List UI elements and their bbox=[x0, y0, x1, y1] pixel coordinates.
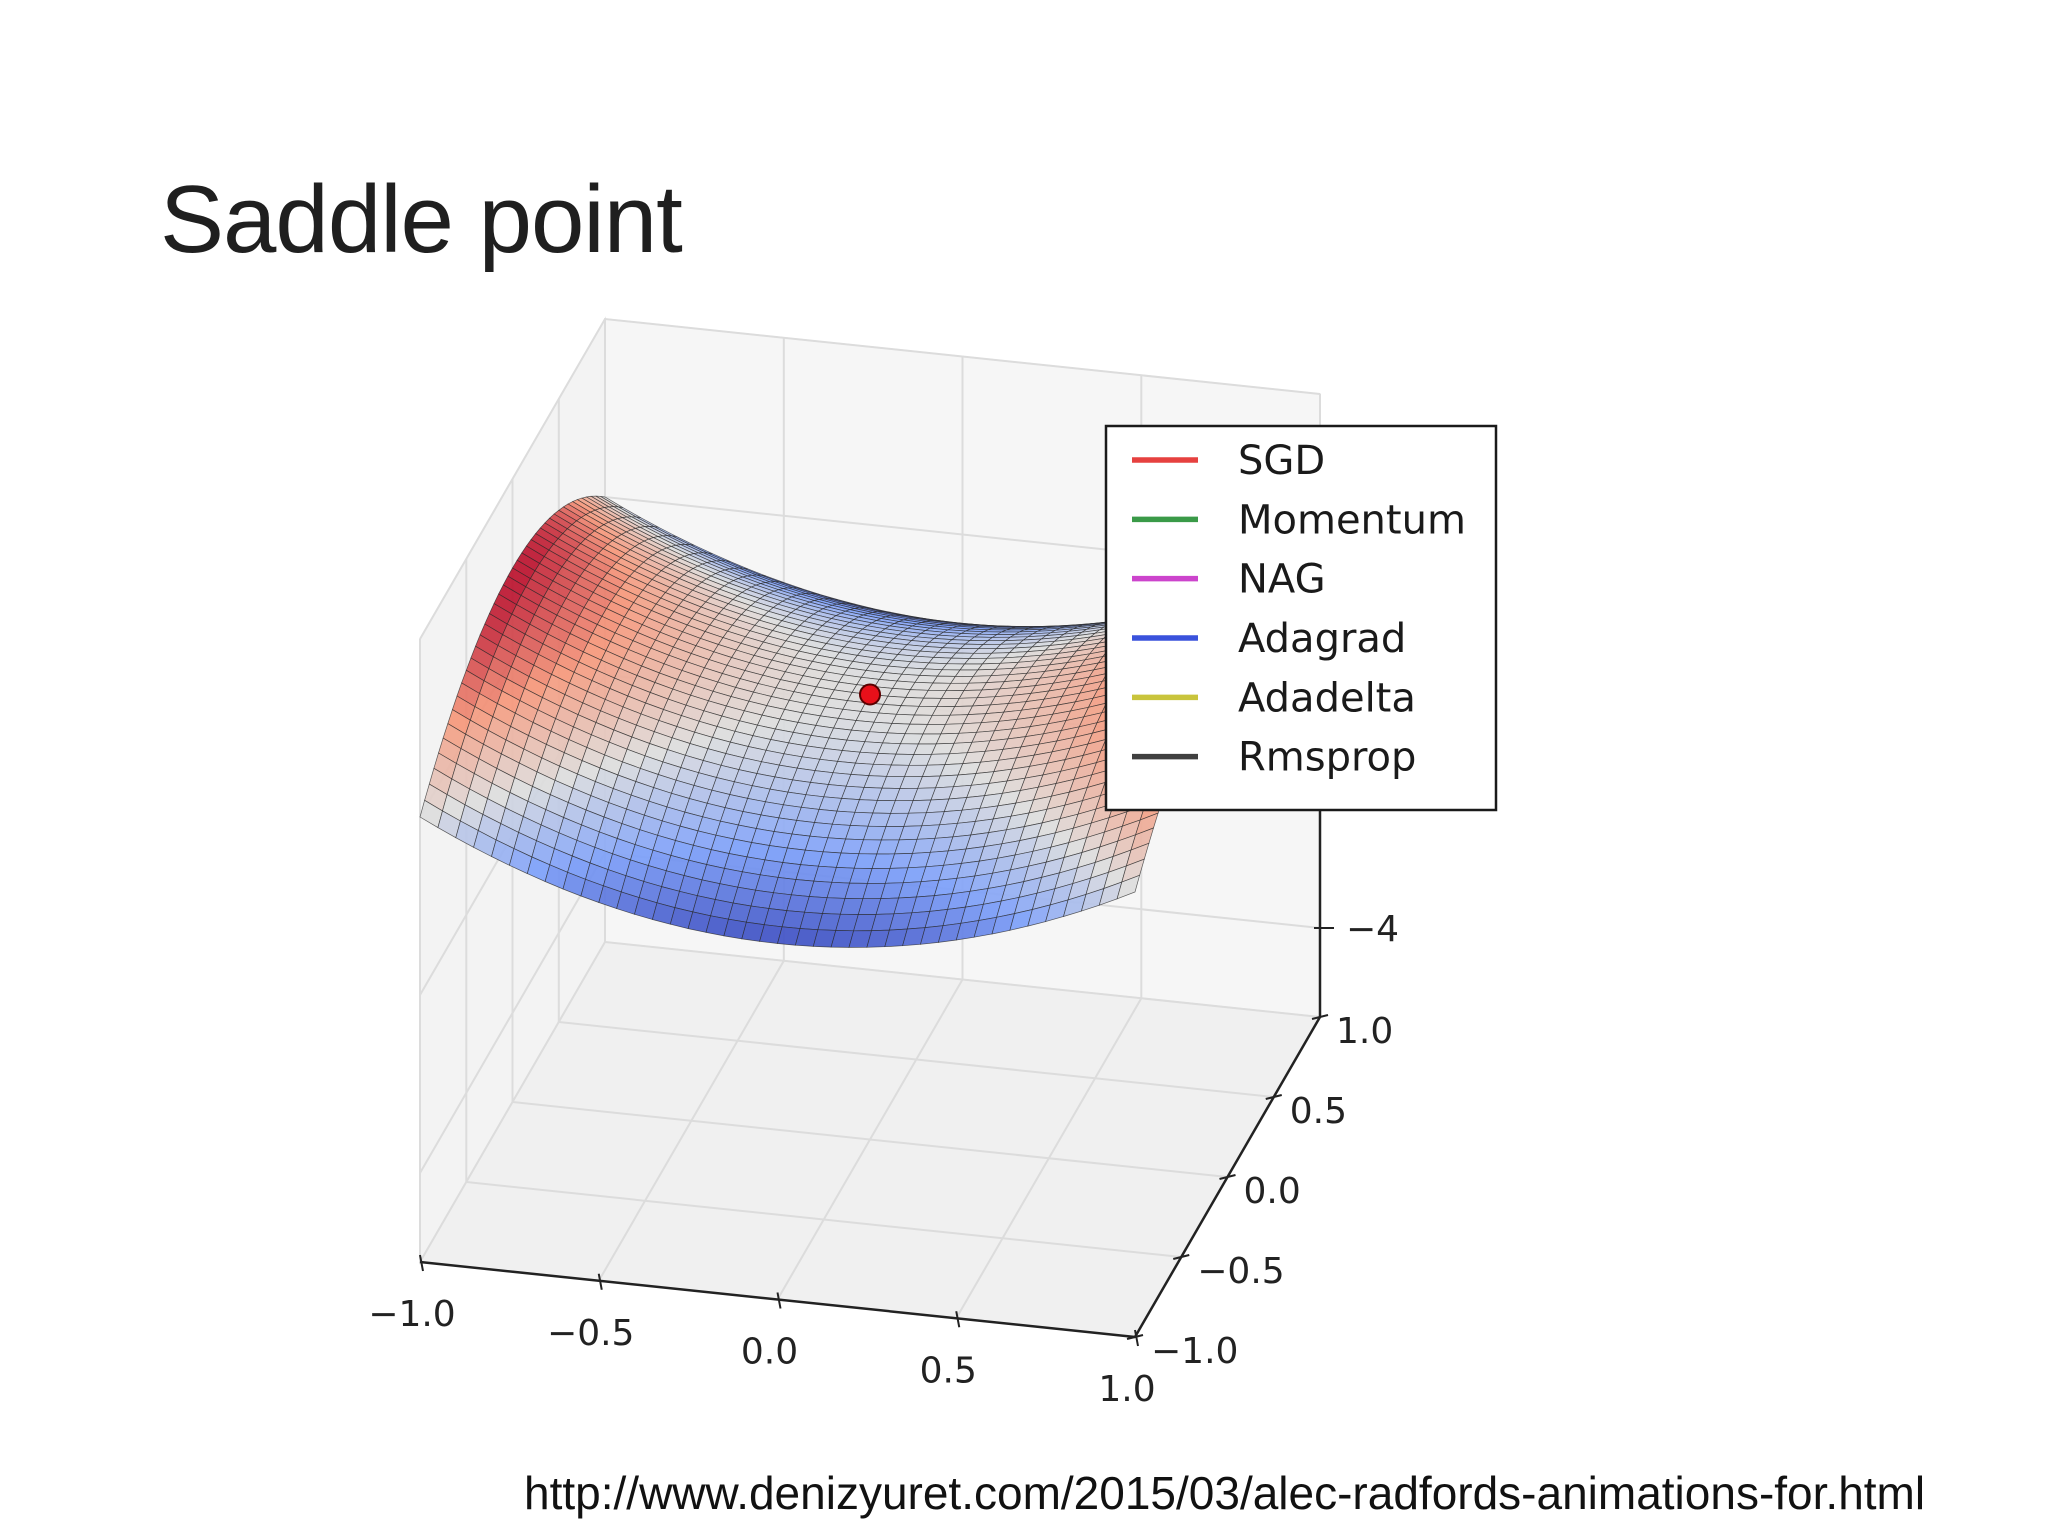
legend-label: Adagrad bbox=[1238, 616, 1406, 662]
legend-label: SGD bbox=[1238, 438, 1325, 484]
x-tick bbox=[597, 1273, 603, 1290]
start-point bbox=[859, 683, 881, 706]
x-tick-label: −1.0 bbox=[368, 1294, 455, 1335]
y-tick-label: 1.0 bbox=[1336, 1011, 1393, 1052]
start-point-group bbox=[859, 683, 881, 706]
y-tick bbox=[1311, 1014, 1329, 1020]
surface-mesh bbox=[419, 495, 1322, 948]
y-tick bbox=[1126, 1334, 1144, 1340]
y-tick-label: −0.5 bbox=[1197, 1251, 1284, 1292]
legend: SGD Momentum NAG Adagrad Adadelta Rmsprop bbox=[1104, 424, 1498, 812]
legend-box bbox=[1104, 424, 1498, 812]
legend-label: Adadelta bbox=[1238, 675, 1416, 721]
y-tick bbox=[1173, 1254, 1190, 1260]
y-tick bbox=[1265, 1094, 1282, 1100]
z-tick-label: −4 bbox=[1346, 909, 1399, 950]
gridline bbox=[419, 317, 1321, 640]
y-tick-label: −1.0 bbox=[1151, 1331, 1238, 1372]
x-tick bbox=[776, 1292, 782, 1309]
legend-label: Momentum bbox=[1238, 497, 1466, 543]
y-tick bbox=[1219, 1174, 1236, 1180]
x-tick bbox=[419, 1254, 424, 1272]
slide-title: Saddle point bbox=[160, 166, 683, 273]
x-tick bbox=[955, 1311, 961, 1328]
surface-facet bbox=[1116, 874, 1141, 900]
x-axis-line bbox=[419, 1260, 1136, 1339]
x-tick-label: 0.5 bbox=[920, 1350, 977, 1391]
y-tick-label: 0.5 bbox=[1290, 1091, 1347, 1132]
legend-label: Rmsprop bbox=[1238, 735, 1416, 781]
x-tick-label: 1.0 bbox=[1098, 1369, 1155, 1410]
x-tick bbox=[1134, 1329, 1139, 1347]
source-url[interactable]: http://www.denizyuret.com/2015/03/alec-r… bbox=[524, 1467, 1926, 1519]
x-tick-label: −0.5 bbox=[547, 1313, 634, 1354]
legend-label: NAG bbox=[1238, 557, 1326, 603]
x-tick-label: 0.0 bbox=[741, 1332, 798, 1373]
y-tick-label: 0.0 bbox=[1244, 1171, 1301, 1212]
